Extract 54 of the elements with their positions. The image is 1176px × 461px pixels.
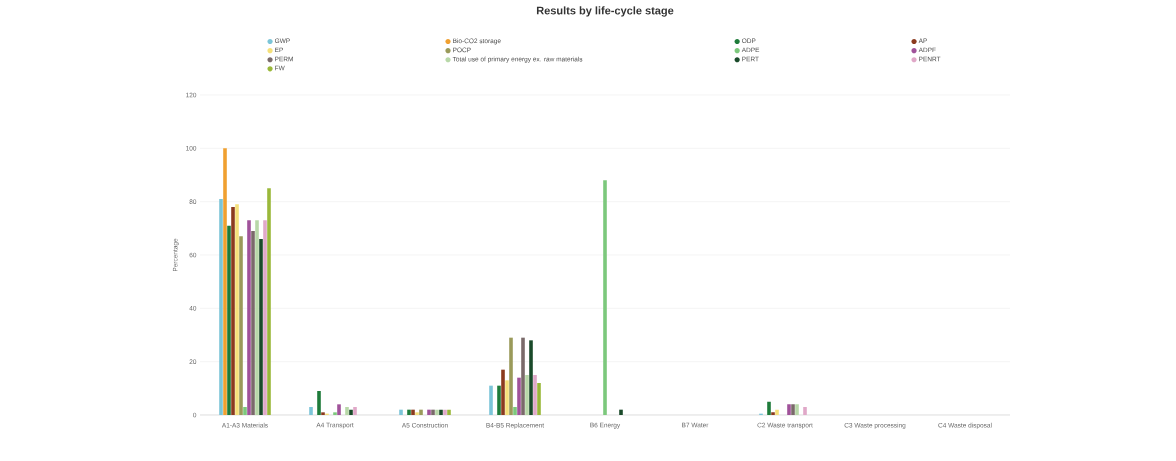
- bar: [505, 380, 509, 415]
- bar: [259, 239, 263, 415]
- bar: [255, 220, 259, 415]
- bar: [263, 220, 267, 415]
- bar: [231, 207, 235, 415]
- bar: [517, 377, 521, 415]
- bar: [407, 409, 411, 415]
- bar: [251, 231, 255, 415]
- bar: [243, 407, 247, 415]
- bar: [333, 412, 337, 415]
- bar: [791, 404, 795, 415]
- bar: [533, 375, 537, 415]
- bar: [795, 404, 799, 415]
- bar: [227, 225, 231, 415]
- bar: [775, 409, 779, 415]
- bar: [239, 236, 243, 415]
- bar: [439, 409, 443, 415]
- bar: [353, 407, 357, 415]
- bar: [235, 204, 239, 415]
- bar: [501, 369, 505, 415]
- bar: [603, 180, 607, 415]
- bar: [399, 409, 403, 415]
- bar: [345, 407, 349, 415]
- bar: [513, 407, 517, 415]
- bar: [349, 409, 353, 415]
- bar: [529, 340, 533, 415]
- bar: [309, 407, 313, 415]
- bar: [443, 409, 447, 415]
- bar: [619, 409, 623, 415]
- bar: [419, 409, 423, 415]
- bar: [525, 375, 529, 415]
- bar: [803, 407, 807, 415]
- bar: [787, 404, 791, 415]
- bar: [497, 385, 501, 415]
- bar: [521, 337, 525, 415]
- bar: [247, 220, 251, 415]
- bar: [411, 409, 415, 415]
- bar: [489, 385, 493, 415]
- bar: [767, 401, 771, 415]
- bar: [267, 188, 271, 415]
- bar: [427, 409, 431, 415]
- bar: [415, 412, 419, 415]
- chart-title: Results by life-cycle stage: [536, 6, 674, 17]
- bar: [771, 412, 775, 415]
- bar: [219, 199, 223, 415]
- bar: [435, 409, 439, 415]
- bar: [537, 383, 541, 415]
- bar: [223, 148, 227, 415]
- bar: [509, 337, 513, 415]
- bar: [337, 404, 341, 415]
- bar: [317, 391, 321, 415]
- bar: [321, 412, 325, 415]
- bar: [447, 409, 451, 415]
- bar: [431, 409, 435, 415]
